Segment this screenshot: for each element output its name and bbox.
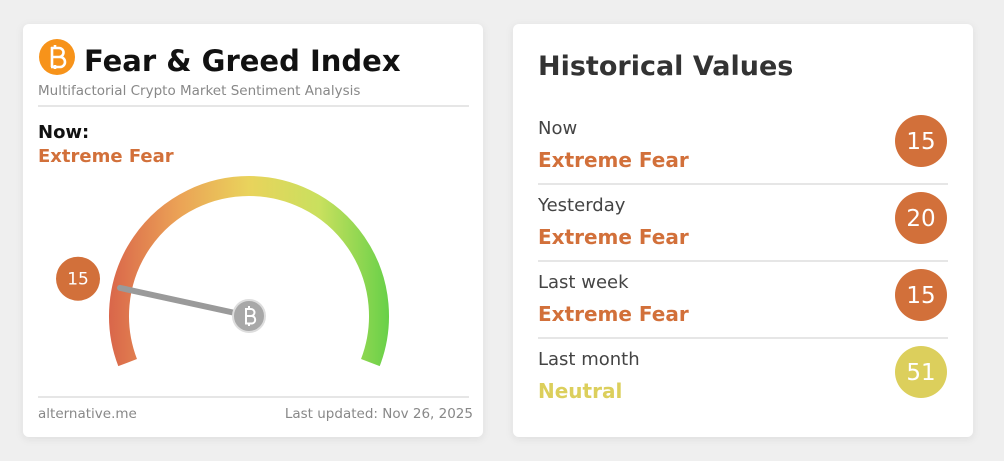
- subtitle: Multifactorial Crypto Market Sentiment A…: [38, 83, 360, 99]
- source: alternative.me: [38, 406, 137, 422]
- row-value: 51: [906, 360, 935, 386]
- value-badge: [56, 256, 101, 301]
- history-title: Historical Values: [538, 51, 793, 82]
- row-badge: [895, 269, 947, 321]
- bitcoin-logo: [39, 39, 75, 75]
- now-label: Now:: [38, 122, 89, 143]
- row-classification: Neutral: [538, 379, 622, 403]
- hub-icon: [245, 306, 257, 326]
- history-card: [513, 24, 973, 437]
- last-updated: Last updated: Nov 26, 2025: [285, 406, 473, 422]
- value-label: 15: [67, 270, 89, 290]
- row-badge: [895, 115, 947, 167]
- row-classification: Extreme Fear: [538, 302, 689, 326]
- classification: Extreme Fear: [38, 146, 174, 167]
- row-label: Yesterday: [537, 195, 626, 216]
- needle: [117, 284, 252, 319]
- row-label: Last month: [538, 349, 640, 370]
- row-classification: Extreme Fear: [538, 148, 689, 172]
- row-label: Last week: [538, 272, 629, 293]
- row-badge: [895, 192, 947, 244]
- row-badge: [895, 346, 947, 398]
- title: Fear & Greed Index: [84, 44, 401, 78]
- row-label: Now: [538, 118, 577, 139]
- row-value: 20: [906, 206, 935, 232]
- row-classification: Extreme Fear: [538, 225, 689, 249]
- row-value: 15: [906, 283, 935, 309]
- row-value: 15: [906, 129, 935, 155]
